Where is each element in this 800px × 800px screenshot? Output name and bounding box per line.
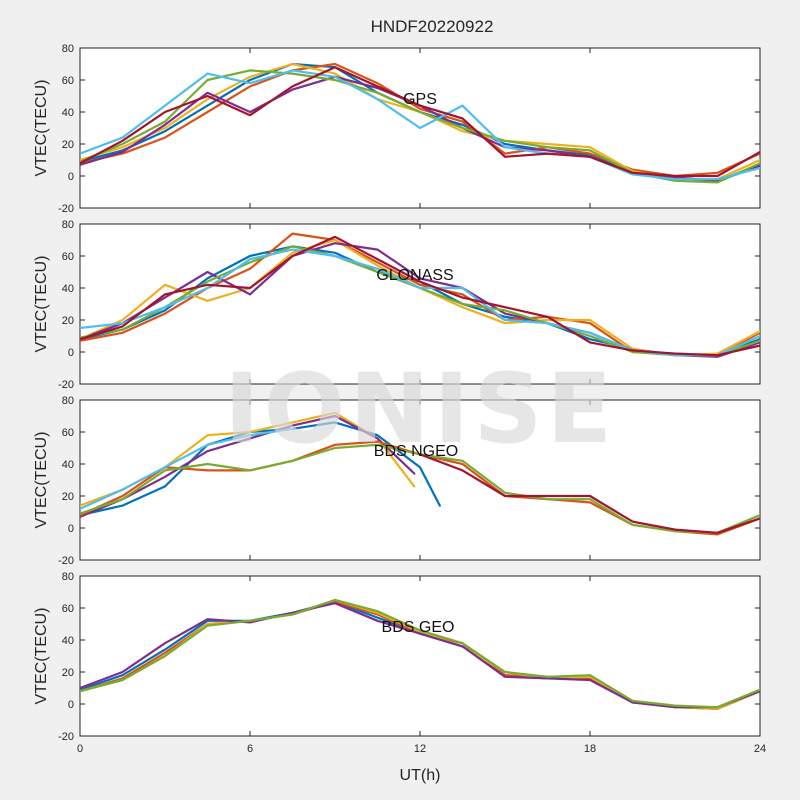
y-tick-label: 80 (62, 43, 74, 55)
y-tick-label: 0 (68, 699, 74, 711)
series-line-5 (80, 69, 760, 181)
y-tick-label: 80 (62, 571, 74, 583)
y-tick-label: -20 (58, 379, 74, 391)
series-group (80, 232, 760, 358)
y-tick-label: 20 (62, 139, 74, 151)
y-tick-label: -20 (58, 555, 74, 567)
plot-area (79, 575, 761, 737)
y-axis-label: VTEC(TECU) (33, 256, 50, 353)
y-tick-label: -20 (58, 203, 74, 215)
y-tick-label: -20 (58, 731, 74, 743)
y-tick-label: 40 (62, 283, 74, 295)
y-axis-label: VTEC(TECU) (33, 432, 50, 529)
series-line-2 (80, 414, 416, 518)
panel-label: BDS NGEO (374, 443, 458, 460)
panel-label: GLONASS (376, 267, 453, 284)
y-axis-label: VTEC(TECU) (33, 80, 50, 177)
series-line-6 (80, 235, 760, 357)
panel-1: -20 0 20 40 60 80 VTEC(TECU) GLONASS (33, 219, 761, 391)
x-tick-label: 0 (77, 743, 83, 755)
x-axis-label: UT(h) (400, 767, 441, 784)
y-tick-label: 80 (62, 395, 74, 407)
y-tick-label: 40 (62, 635, 74, 647)
figure-title: HNDF20220922 (371, 17, 494, 36)
y-tick-label: 20 (62, 315, 74, 327)
watermark: IONISE (224, 353, 616, 465)
y-tick-label: 60 (62, 427, 74, 439)
series-line-5 (80, 427, 294, 510)
series-line-1 (80, 62, 760, 178)
series-group (80, 598, 760, 710)
panel-0: -20 0 20 40 60 80 VTEC(TECU) GPS (33, 43, 761, 215)
y-axis-label: VTEC(TECU) (33, 608, 50, 705)
series-line-4 (80, 598, 760, 709)
series-group (80, 62, 760, 184)
y-tick-label: 0 (68, 171, 74, 183)
y-tick-label: 0 (68, 347, 74, 359)
plot-area (79, 399, 761, 561)
series-line-0 (80, 421, 441, 517)
series-line-3 (80, 602, 760, 709)
y-tick-label: 60 (62, 75, 74, 87)
y-tick-label: 20 (62, 667, 74, 679)
y-tick-label: 60 (62, 251, 74, 263)
x-tick-label: 24 (754, 743, 766, 755)
y-tick-label: 60 (62, 603, 74, 615)
plot-area (79, 223, 761, 385)
y-tick-label: 40 (62, 107, 74, 119)
panel-2: -20 0 20 40 60 80 VTEC(TECU) BDS NGEO (33, 395, 761, 567)
x-tick-label: 12 (414, 743, 426, 755)
x-tick-label: 6 (247, 743, 253, 755)
y-tick-label: 80 (62, 219, 74, 231)
series-line-6 (418, 453, 760, 534)
y-tick-label: 0 (68, 523, 74, 535)
series-group (80, 411, 760, 536)
panel-label: GPS (403, 91, 437, 108)
panel-label: BDS GEO (382, 619, 455, 636)
series-line-6 (80, 66, 760, 178)
y-tick-label: 20 (62, 491, 74, 503)
y-tick-label: 40 (62, 459, 74, 471)
x-tick-label: 18 (584, 743, 596, 755)
